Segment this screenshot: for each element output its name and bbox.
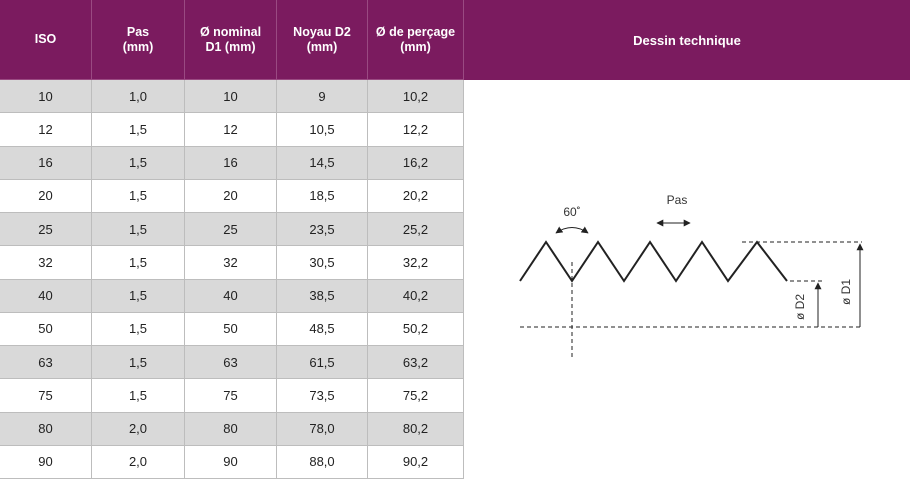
table-cell: 12 <box>0 113 92 147</box>
header-cell: ISO <box>0 0 92 80</box>
table-cell: 32 <box>185 246 277 280</box>
table-cell: 10 <box>185 80 277 114</box>
table-cell: 10,2 <box>368 80 464 114</box>
angle-arc <box>555 226 589 234</box>
table-cell: 18,5 <box>277 179 368 213</box>
d1-label: ø D1 <box>839 279 853 305</box>
table-cell: 40 <box>185 279 277 313</box>
table-cell: 12,2 <box>368 113 464 147</box>
table-cell: 1,0 <box>92 80 185 114</box>
table-cell: 23,5 <box>277 213 368 247</box>
table-cell: 80 <box>0 412 92 446</box>
table-cell: 1,5 <box>92 246 185 280</box>
table-cell: 40,2 <box>368 279 464 313</box>
table-cell: 9 <box>277 80 368 114</box>
table-cell: 38,5 <box>277 279 368 313</box>
table-cell: 90,2 <box>368 445 464 479</box>
table-cell: 63 <box>185 346 277 380</box>
table-cell: 16 <box>0 146 92 180</box>
table-cell: 75,2 <box>368 379 464 413</box>
table-cell: 50 <box>185 312 277 346</box>
table-cell: 1,5 <box>92 113 185 147</box>
table-cell: 50 <box>0 312 92 346</box>
table-cell: 20 <box>185 179 277 213</box>
table-cell: 80,2 <box>368 412 464 446</box>
table-cell: 10 <box>0 80 92 114</box>
table-cell: 1,5 <box>92 279 185 313</box>
table-cell: 61,5 <box>277 346 368 380</box>
table-cell: 78,0 <box>277 412 368 446</box>
header-cell: Noyau D2 (mm) <box>277 0 368 80</box>
d2-label: ø D2 <box>793 294 807 320</box>
table-cell: 25 <box>0 213 92 247</box>
table-cell: 75 <box>185 379 277 413</box>
table-cell: 80 <box>185 412 277 446</box>
table-cell: 2,0 <box>92 445 185 479</box>
table-cell: 73,5 <box>277 379 368 413</box>
table-cell: 1,5 <box>92 379 185 413</box>
drawing-title: Dessin technique <box>464 0 910 80</box>
table-cell: 25,2 <box>368 213 464 247</box>
table-cell: 25 <box>185 213 277 247</box>
header-cell: Ø nominal D1 (mm) <box>185 0 277 80</box>
table-cell: 2,0 <box>92 412 185 446</box>
table-cell: 32 <box>0 246 92 280</box>
table-cell: 63 <box>0 346 92 380</box>
table-cell: 32,2 <box>368 246 464 280</box>
table-cell: 88,0 <box>277 445 368 479</box>
table-cell: 1,5 <box>92 346 185 380</box>
table-cell: 10,5 <box>277 113 368 147</box>
pitch-label: Pas <box>667 193 688 207</box>
table-cell: 1,5 <box>92 312 185 346</box>
table-cell: 1,5 <box>92 213 185 247</box>
table-cell: 14,5 <box>277 146 368 180</box>
table-cell: 1,5 <box>92 146 185 180</box>
table-cell: 90 <box>185 445 277 479</box>
table-cell: 12 <box>185 113 277 147</box>
table-cell: 63,2 <box>368 346 464 380</box>
table-cell: 50,2 <box>368 312 464 346</box>
table-cell: 16,2 <box>368 146 464 180</box>
header-cell: Pas (mm) <box>92 0 185 80</box>
header-cell: Ø de perçage (mm) <box>368 0 464 80</box>
thread-profile <box>519 240 788 283</box>
table-cell: 40 <box>0 279 92 313</box>
angle-label: 60˚ <box>563 205 580 219</box>
table-cell: 20 <box>0 179 92 213</box>
table-cell: 48,5 <box>277 312 368 346</box>
table-cell: 16 <box>185 146 277 180</box>
table-cell: 1,5 <box>92 179 185 213</box>
table-cell: 20,2 <box>368 179 464 213</box>
table-cell: 90 <box>0 445 92 479</box>
table-cell: 30,5 <box>277 246 368 280</box>
table-cell: 75 <box>0 379 92 413</box>
